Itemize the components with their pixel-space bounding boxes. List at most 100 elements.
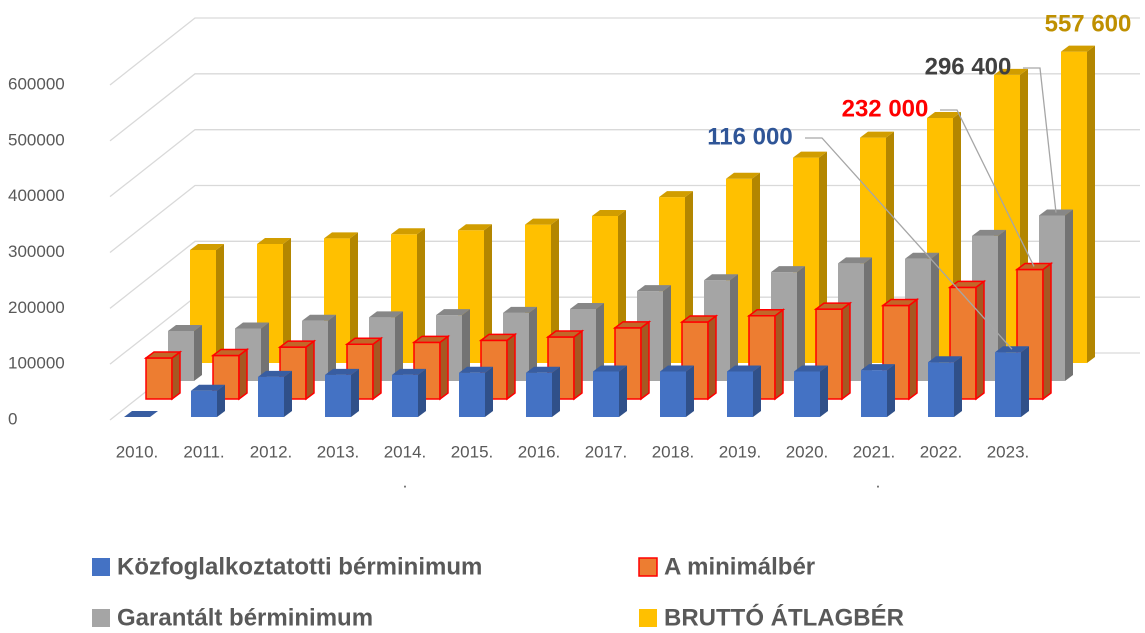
- annotation: .: [403, 472, 408, 491]
- bar: [392, 368, 426, 417]
- bar-top: [794, 365, 828, 372]
- value-label: 116 000: [707, 123, 792, 150]
- bar: [526, 366, 560, 417]
- x-tick-label: 2016.: [518, 442, 561, 461]
- bar-front: [727, 371, 753, 417]
- bar-front: [995, 352, 1021, 417]
- bar-side: [506, 332, 516, 401]
- bar: [727, 365, 761, 417]
- bar-side: [439, 334, 449, 401]
- bar-side: [975, 279, 985, 401]
- bar-side: [372, 336, 382, 401]
- bar-top: [704, 274, 738, 281]
- bar-side: [238, 347, 248, 401]
- bar: [861, 364, 895, 417]
- bar-front: [392, 374, 418, 417]
- bar-top: [277, 340, 317, 348]
- bar-top: [880, 298, 920, 307]
- bar-side: [217, 384, 225, 417]
- bar-side: [931, 252, 939, 381]
- legend-swatch: [92, 609, 110, 627]
- bar-side: [596, 302, 604, 381]
- x-tick-label: 2023.: [987, 442, 1030, 461]
- bar-side: [663, 285, 671, 381]
- bar-front: [660, 371, 686, 417]
- bar-front: [191, 390, 217, 417]
- bar-side: [328, 314, 336, 381]
- bar-top: [411, 335, 451, 344]
- bar-side: [1021, 346, 1029, 417]
- bar-top: [324, 232, 358, 239]
- bar-side: [485, 366, 493, 417]
- bar-side: [707, 314, 717, 401]
- bar-top: [637, 285, 671, 292]
- bar-side: [841, 301, 851, 401]
- x-tick-label: 2020.: [786, 442, 829, 461]
- bar: [660, 365, 694, 417]
- bar-top: [392, 368, 426, 375]
- bar-side: [908, 298, 918, 401]
- y-tick-label: 400000: [8, 186, 65, 205]
- legend-label: Garantált bérminimum: [117, 604, 373, 631]
- grid-line: [109, 17, 1140, 86]
- x-tick-label: 2021.: [853, 442, 896, 461]
- bar-top: [302, 314, 336, 321]
- bar-top: [947, 280, 987, 289]
- bar-top: [344, 337, 384, 346]
- value-label: 296 400: [925, 53, 1012, 80]
- x-tick-label: 2019.: [719, 442, 762, 461]
- bar-front: [928, 362, 954, 417]
- bar-top: [391, 228, 425, 235]
- bar-side: [261, 322, 269, 381]
- bar-top: [994, 68, 1028, 75]
- leader-line: [1023, 67, 1057, 213]
- legend-swatch: [92, 558, 110, 576]
- bar-top: [861, 364, 895, 371]
- bar-top: [972, 229, 1006, 236]
- bar-top: [727, 365, 761, 372]
- bar-top: [325, 368, 359, 375]
- bar-front: [593, 371, 619, 417]
- x-tick-label: 2010.: [116, 442, 159, 461]
- bar-top: [124, 411, 158, 417]
- bar-side: [753, 365, 761, 417]
- y-tick-label: 600000: [8, 74, 65, 93]
- bar-top: [793, 151, 827, 158]
- bar-top: [191, 384, 225, 391]
- bar-top: [659, 191, 693, 198]
- bar: [191, 384, 225, 417]
- y-tick-label: 0: [8, 409, 17, 428]
- bar-top: [927, 112, 961, 119]
- bar-side: [194, 325, 202, 381]
- bar-top: [593, 365, 627, 372]
- x-tick-label: 2011.: [183, 442, 224, 461]
- bar-top: [726, 172, 760, 179]
- bar-side: [284, 370, 292, 417]
- grid-line: [109, 73, 1140, 142]
- x-tick-label: 2022.: [920, 442, 963, 461]
- bar-top: [771, 266, 805, 273]
- y-tick-label: 300000: [8, 242, 65, 261]
- bar-side: [1087, 45, 1095, 363]
- x-tick-label: 2015.: [451, 442, 494, 461]
- bar-side: [484, 224, 492, 363]
- bar: [637, 285, 671, 381]
- bar-top: [526, 366, 560, 373]
- x-tick-label: 2012.: [250, 442, 293, 461]
- bar-front: [459, 372, 485, 417]
- bar-top: [679, 315, 719, 323]
- bar-side: [797, 266, 805, 381]
- bar-top: [458, 224, 492, 231]
- bar-top: [928, 356, 962, 363]
- bar-front: [258, 376, 284, 417]
- bar-side: [551, 218, 559, 363]
- bar-side: [686, 365, 694, 417]
- value-label: 557 600: [1045, 10, 1132, 37]
- bar-top: [1061, 45, 1095, 52]
- bar-top: [660, 365, 694, 372]
- annotation: .: [876, 472, 881, 491]
- bar-side: [730, 274, 738, 381]
- bar-side: [619, 365, 627, 417]
- bar-side: [395, 311, 403, 381]
